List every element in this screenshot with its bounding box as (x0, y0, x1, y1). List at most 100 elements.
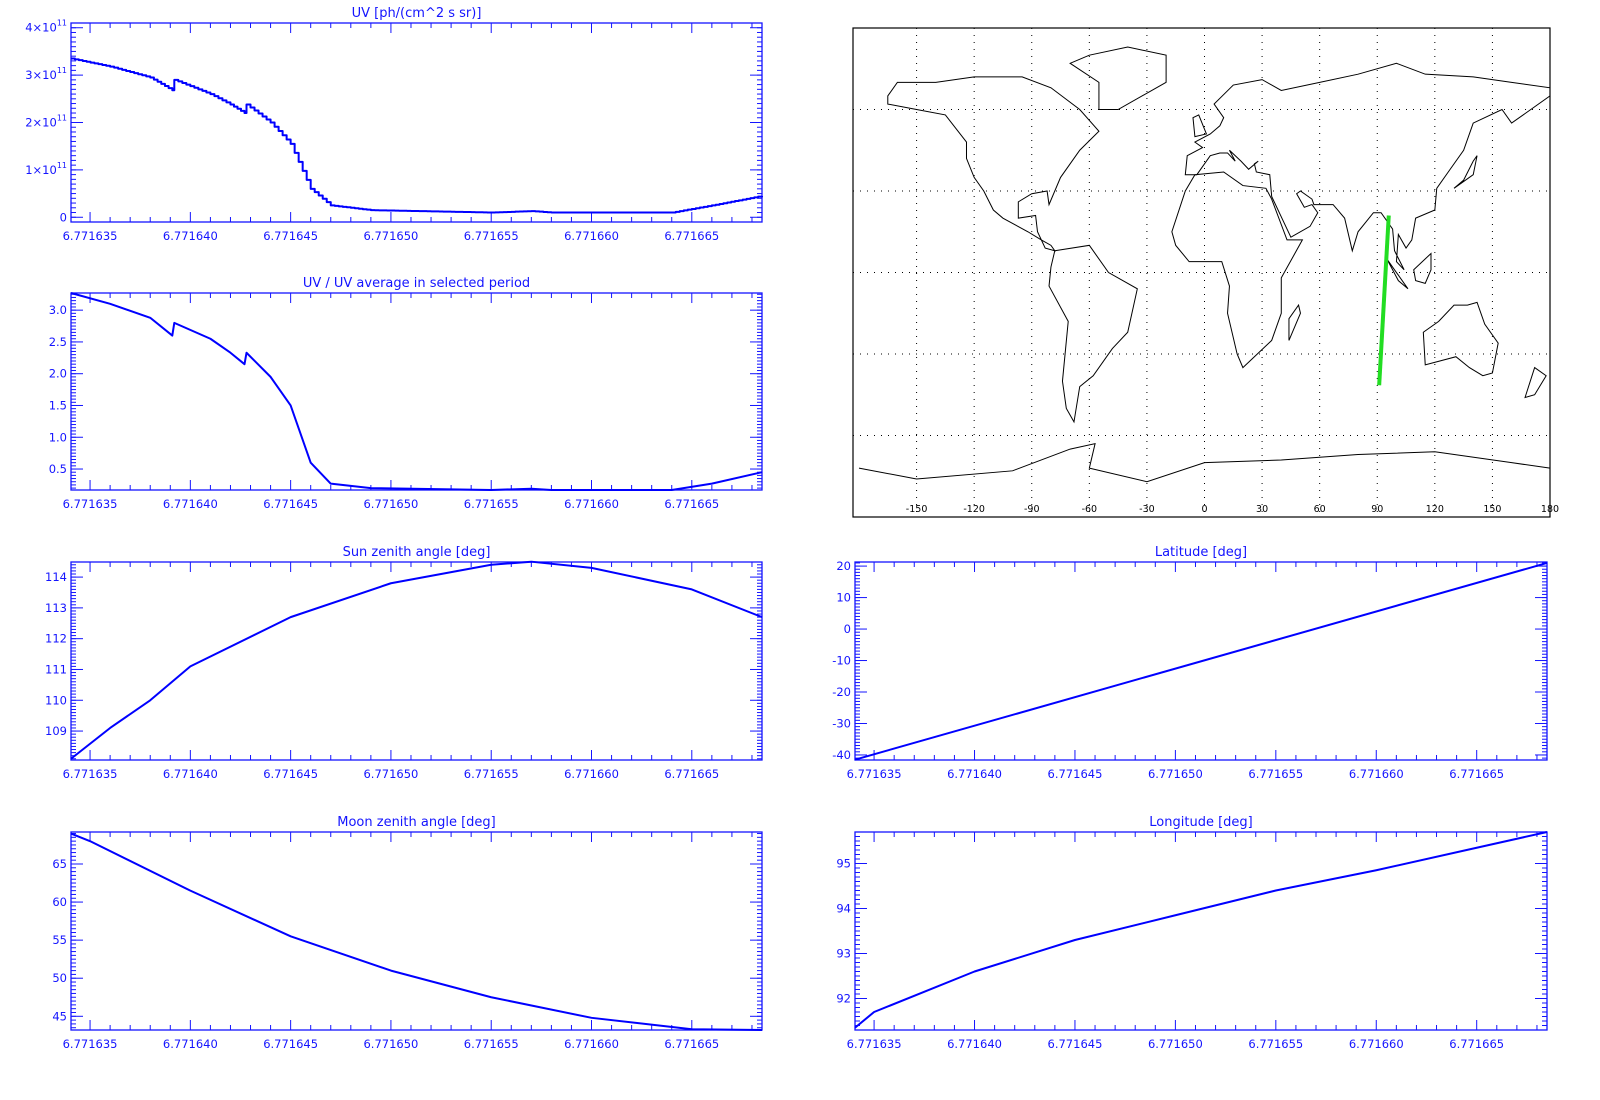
map-frame (852, 27, 1551, 518)
y-tick-mantissa: 113 (45, 601, 67, 615)
x-tick-label: 6.771640 (947, 1037, 1002, 1051)
y-tick-mantissa: 110 (45, 693, 67, 707)
y-tick-mantissa: 20 (836, 559, 851, 573)
series-line (70, 560, 763, 760)
x-tick-label: 6.771635 (847, 1037, 902, 1051)
x-tick-label: 6.771640 (947, 767, 1002, 781)
x-tick-label: 6.771665 (664, 497, 719, 511)
plot-frame (70, 831, 763, 1031)
x-tick-label: 6.771650 (1148, 1037, 1203, 1051)
x-tick-label: 6.771655 (1248, 1037, 1303, 1051)
y-tick-label: 0.5 (49, 462, 67, 476)
coastline-japan (1453, 155, 1478, 189)
coastline-antarctica (858, 442, 1551, 483)
y-tick-mantissa: 95 (836, 857, 851, 871)
y-tick-label: 112 (45, 632, 67, 646)
y-tick-mantissa: 1×10 (25, 163, 57, 177)
y-tick-label: 2×1011 (25, 114, 67, 130)
y-tick-label: -20 (832, 685, 851, 699)
y-tick-label: 0 (844, 622, 851, 636)
y-tick-mantissa: 2.0 (49, 367, 67, 381)
y-tick-mantissa: 111 (45, 662, 67, 676)
map-lon-label: 0 (1201, 504, 1207, 515)
map-lon-label: 180 (1541, 504, 1559, 515)
y-tick-label: 94 (836, 902, 851, 916)
plot-frame (70, 22, 763, 223)
x-tick-label: 6.771655 (464, 767, 519, 781)
chart-longitude: Longitude [deg] 6.771635 6.771640 6.771645 6… (836, 815, 1548, 1051)
x-tick-label: 6.771665 (664, 229, 719, 243)
y-tick-label: 3×1011 (25, 66, 67, 82)
y-tick-mantissa: 65 (52, 857, 67, 871)
y-tick-label: 2.5 (49, 335, 67, 349)
map-lon-label: 150 (1483, 504, 1501, 515)
map-lon-label: -90 (1024, 504, 1040, 515)
y-tick-label: -10 (832, 654, 851, 668)
plot-frame (70, 561, 763, 761)
coastline-uk (1192, 114, 1208, 138)
x-tick-label: 6.771640 (163, 229, 218, 243)
y-tick-mantissa: 114 (45, 570, 67, 584)
map-lon-label: 60 (1314, 504, 1326, 515)
x-tick-label: 6.771660 (1349, 1037, 1404, 1051)
x-tick-label: 6.771645 (263, 1037, 318, 1051)
chart-title: Latitude [deg] (1155, 545, 1247, 560)
plot-frame (70, 292, 763, 491)
x-tick-label: 6.771635 (63, 767, 118, 781)
coastline-australia (1422, 301, 1499, 377)
x-tick-label: 6.771650 (363, 229, 418, 243)
coastline-madagascar (1288, 303, 1301, 341)
map-lon-label: -150 (906, 504, 928, 515)
x-tick-label: 6.771645 (1048, 767, 1103, 781)
y-tick-label: 109 (45, 724, 67, 738)
y-tick-mantissa: 2×10 (25, 116, 57, 130)
y-tick-label: 95 (836, 857, 851, 871)
coastline-africa (1171, 171, 1304, 369)
chart-uv-ratio: UV / UV average in selected period 6.7716… (49, 276, 763, 511)
y-tick-label: 45 (52, 1009, 67, 1023)
y-tick-mantissa: 0 (60, 210, 67, 224)
y-tick-mantissa: 45 (52, 1009, 67, 1023)
series-line (854, 561, 1548, 761)
series-line (854, 831, 1548, 1029)
coastline-south-america (1048, 244, 1138, 424)
x-tick-label: 6.771655 (464, 1037, 519, 1051)
x-tick-label: 6.771635 (63, 229, 118, 243)
y-tick-label: 2.0 (49, 367, 67, 381)
y-tick-mantissa: -10 (832, 654, 851, 668)
coastline-new-zealand (1524, 366, 1547, 399)
coastline-sumatra (1386, 258, 1409, 290)
y-tick-mantissa: 1.5 (49, 398, 67, 412)
series-line (71, 57, 763, 214)
x-tick-label: 6.771660 (564, 497, 619, 511)
x-tick-label: 6.771665 (664, 1037, 719, 1051)
x-tick-label: 6.771650 (1148, 767, 1203, 781)
y-tick-mantissa: 93 (836, 947, 851, 961)
y-tick-label: 60 (52, 895, 67, 909)
x-tick-label: 6.771660 (564, 229, 619, 243)
coastline-greenland (1069, 46, 1167, 110)
y-tick-mantissa: 112 (45, 632, 67, 646)
y-tick-label: 3.0 (49, 303, 67, 317)
x-tick-label: 6.771665 (1449, 1037, 1504, 1051)
x-tick-label: 6.771635 (847, 767, 902, 781)
map-lon-label: 120 (1426, 504, 1444, 515)
x-tick-label: 6.771640 (163, 1037, 218, 1051)
chart-title: Longitude [deg] (1149, 815, 1252, 830)
y-tick-label: 92 (836, 992, 851, 1006)
y-tick-label: 4×1011 (25, 19, 67, 35)
x-tick-label: 6.771655 (464, 229, 519, 243)
y-tick-mantissa: 109 (45, 724, 67, 738)
y-tick-mantissa: 55 (52, 933, 67, 947)
y-tick-label: -40 (832, 748, 851, 762)
x-tick-label: 6.771645 (263, 497, 318, 511)
y-tick-mantissa: 92 (836, 992, 851, 1006)
x-tick-label: 6.771660 (564, 1037, 619, 1051)
plot-frame (854, 831, 1548, 1031)
chart-title: UV [ph/(cm^2 s sr)] (352, 6, 482, 21)
y-tick-label: 111 (45, 662, 67, 676)
y-tick-mantissa: 3×10 (25, 68, 57, 82)
map-lon-label: -60 (1082, 504, 1098, 515)
y-tick-label: -30 (832, 716, 851, 730)
